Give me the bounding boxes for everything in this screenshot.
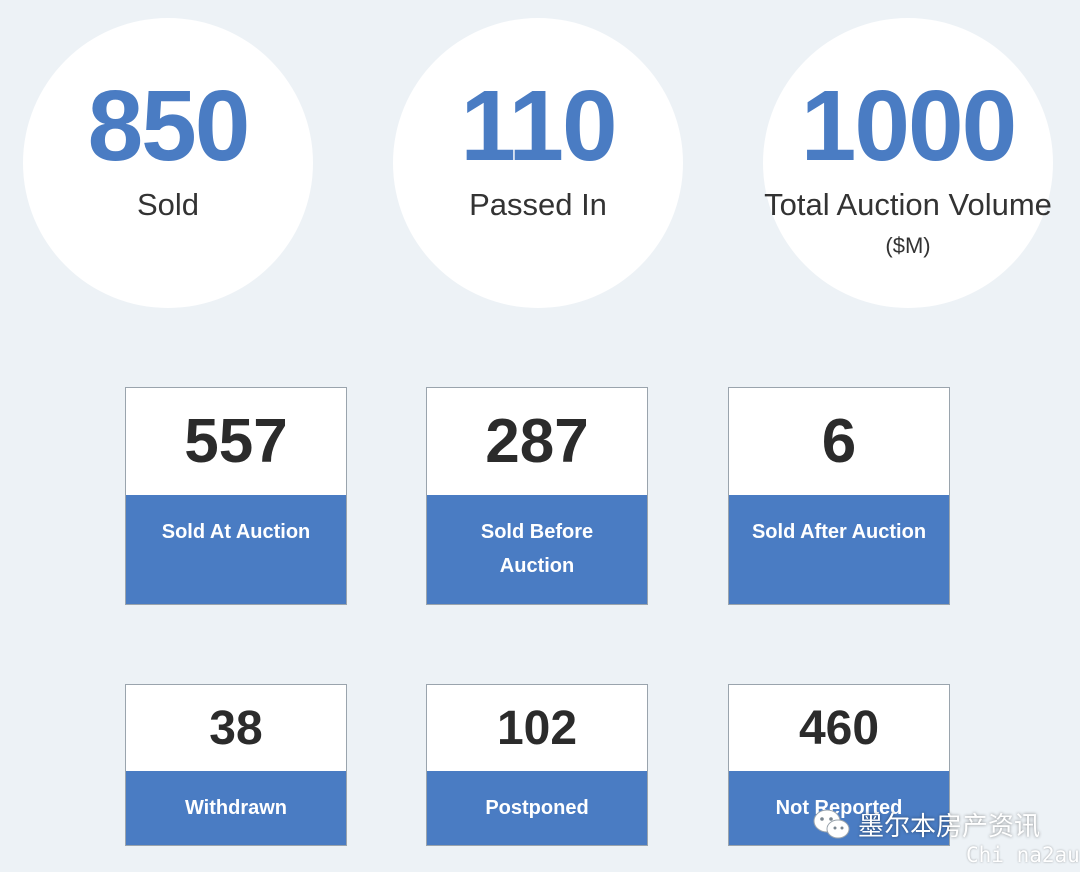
summary-passed-in-value: 110 [460,70,617,182]
card-sold-after-auction: 6 Sold After Auction [728,387,950,605]
summary-sold-circle: 850 Sold [23,18,313,308]
summary-volume-unit: ($M) [885,233,931,258]
wechat-icon [813,809,850,838]
card-label: Sold Before Auction [427,495,647,604]
summary-volume-label-wrap: Total Auction Volume ($M) [763,186,1053,265]
summary-sold-label: Sold [136,187,200,222]
card-value: 287 [427,388,647,495]
card-withdrawn: 38 Withdrawn [125,684,347,846]
summary-sold-value: 850 [87,70,251,182]
card-not-reported: 460 Not Reported [728,684,950,846]
card-sold-at-auction: 557 Sold At Auction [125,387,347,605]
card-label: Postponed [427,771,647,845]
watermark-sub: Chi na2au [966,843,1080,867]
card-value: 6 [729,388,949,495]
watermark: 墨尔本房产资讯 [812,806,1040,843]
card-label: Sold At Auction [126,495,346,604]
summary-passed-in-circle: 110 Passed In [393,18,683,308]
card-label: Sold After Auction [729,495,949,604]
summary-volume-value: 1000 [800,70,1017,182]
summary-passed-in-label: Passed In [469,187,607,222]
card-value: 557 [126,388,346,495]
card-postponed: 102 Postponed [426,684,648,846]
watermark-text: 墨尔本房产资讯 [858,811,1041,841]
card-value: 38 [126,685,346,771]
card-value: 460 [729,685,949,771]
card-label: Withdrawn [126,771,346,845]
summary-volume-circle: 1000 Total Auction Volume ($M) [763,18,1053,308]
summary-volume-label: Total Auction Volume [764,187,1052,222]
card-value: 102 [427,685,647,771]
card-sold-before-auction: 287 Sold Before Auction [426,387,648,605]
